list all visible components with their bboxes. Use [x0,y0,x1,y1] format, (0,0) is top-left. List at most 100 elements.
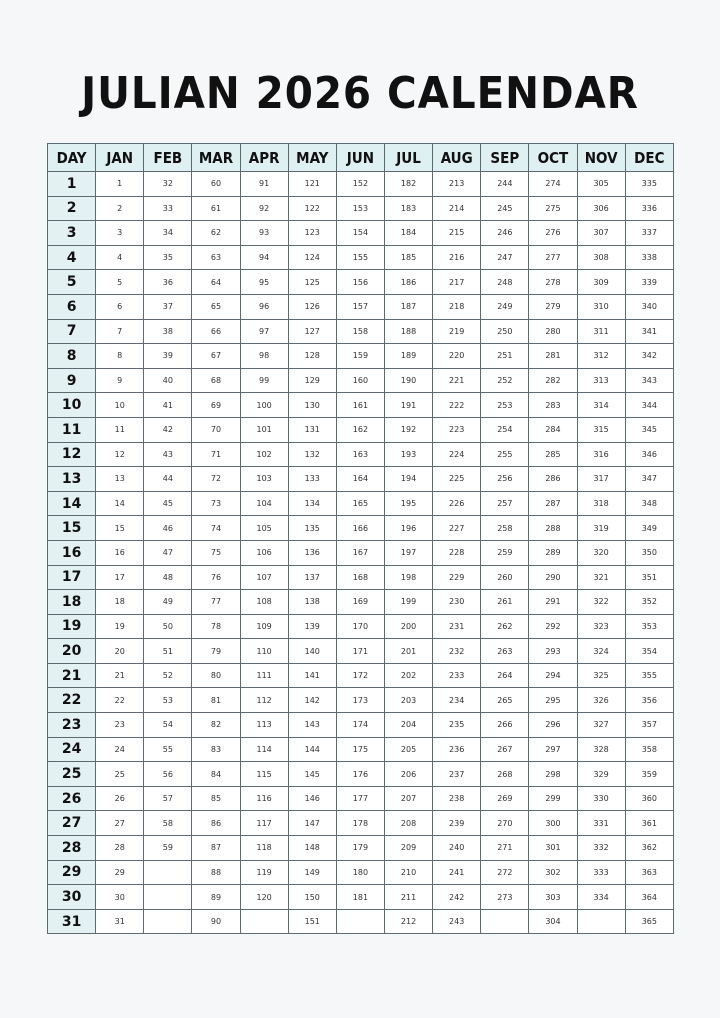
julian-day-cell: 130 [287,392,337,418]
table-row: 12 12 43 71 102 132 163 193 224 255 285 316 346 [46,441,675,468]
julian-day-cell: 142 [287,687,337,714]
julian-day-cell: 273 [480,884,530,910]
table-row: 30 30 89 120 150 181 211 242 273 303 334 364 [46,884,675,910]
julian-day-cell: 248 [480,269,530,295]
julian-day-cell: 202 [383,662,434,689]
julian-day-cell: 79 [191,638,241,664]
julian-day-cell: 106 [239,539,289,566]
julian-day-cell: 122 [287,195,337,222]
julian-day-cell: 72 [191,466,241,492]
julian-day-cell: 52 [143,662,193,689]
julian-day-cell: 73 [191,490,241,517]
julian-day-cell: 319 [576,515,626,541]
julian-day-cell: 98 [239,343,289,369]
julian-day-cell [480,908,530,935]
julian-day-cell: 84 [191,761,241,787]
julian-day-cell: 317 [576,466,626,492]
julian-day-cell: 213 [432,171,482,197]
julian-day-cell: 326 [576,687,626,714]
julian-day-cell: 160 [335,367,385,394]
julian-day-cell: 165 [335,490,385,517]
julian-day-cell: 314 [576,392,626,418]
julian-day-cell: 4 [95,244,145,271]
julian-day-cell: 23 [95,712,145,738]
julian-day-cell: 337 [624,220,675,246]
julian-day-cell [335,908,385,935]
julian-day-cell: 36 [143,269,193,295]
julian-day-cell: 264 [480,662,530,689]
julian-day-cell: 117 [239,810,289,837]
julian-day-cell: 265 [480,687,530,714]
julian-day-cell: 231 [432,613,482,640]
day-number-cell: 26 [46,785,97,812]
julian-day-cell: 272 [480,859,530,886]
table-row: 19 19 50 78 109 139 170 200 231 262 292 323 353 [46,613,675,640]
julian-day-cell: 186 [383,269,434,295]
header-month: MAY [287,143,337,172]
julian-day-cell: 332 [576,835,626,861]
julian-day-cell: 133 [287,466,337,492]
julian-day-cell: 197 [383,539,434,566]
julian-day-cell: 9 [95,367,145,394]
julian-day-cell: 27 [95,810,145,837]
julian-day-cell: 288 [528,515,578,541]
julian-day-cell: 207 [383,785,434,812]
julian-day-cell: 22 [95,687,145,714]
table-row: 28 28 59 87 118 148 179 209 240 271 301 332 362 [46,835,675,861]
table-row: 5 5 36 64 95 125 156 186 217 248 278 309 339 [46,269,675,295]
julian-day-cell: 330 [576,785,626,812]
julian-day-cell: 230 [432,589,482,615]
julian-day-cell: 302 [528,859,578,886]
julian-day-cell: 147 [287,810,337,837]
table-row: 23 23 54 82 113 143 174 204 235 266 296 327 357 [46,712,675,738]
julian-day-cell: 362 [624,835,675,861]
julian-day-cell: 339 [624,269,675,295]
julian-day-cell: 40 [143,367,193,394]
julian-day-cell: 151 [287,908,337,935]
julian-day-cell: 101 [239,416,289,443]
header-month: FEB [143,143,193,172]
julian-day-cell: 139 [287,613,337,640]
page-title: JULIAN 2026 CALENDAR [81,68,639,119]
julian-day-cell: 68 [191,367,241,394]
julian-day-cell [143,859,193,886]
julian-day-cell: 352 [624,589,675,615]
julian-day-cell: 126 [287,293,337,320]
julian-day-cell: 18 [95,589,145,615]
julian-day-cell: 187 [383,293,434,320]
julian-day-cell: 357 [624,712,675,738]
julian-day-cell: 260 [480,564,530,591]
day-number-cell: 17 [46,564,97,591]
julian-day-cell: 254 [480,416,530,443]
julian-calendar-table: DAY JAN FEB MAR APR MAY JUN JUL AUG SEP OCT NOV DEC … [46,143,675,935]
table-row: 1 1 32 60 91 121 152 182 213 244 274 305 335 [46,171,675,197]
julian-day-cell: 361 [624,810,675,837]
day-number-cell: 25 [46,761,97,787]
day-number-cell: 20 [46,638,97,664]
julian-day-cell [143,908,193,935]
julian-day-cell: 8 [95,343,145,369]
julian-day-cell: 44 [143,466,193,492]
table-row: 8 8 39 67 98 128 159 189 220 251 281 312 342 [46,343,675,369]
julian-day-cell: 1 [95,171,145,197]
julian-day-cell: 58 [143,810,193,837]
julian-day-cell: 135 [287,515,337,541]
julian-day-cell: 303 [528,884,578,910]
julian-day-cell: 137 [287,564,337,591]
julian-day-cell: 251 [480,343,530,369]
julian-day-cell: 13 [95,466,145,492]
julian-day-cell: 48 [143,564,193,591]
julian-day-cell: 227 [432,515,482,541]
julian-day-cell: 229 [432,564,482,591]
julian-day-cell: 66 [191,318,241,345]
table-row: 9 9 40 68 99 129 160 190 221 252 282 313 343 [46,367,675,394]
julian-day-cell: 179 [335,835,385,861]
table-row: 7 7 38 66 97 127 158 188 219 250 280 311 341 [46,318,675,345]
julian-day-cell: 97 [239,318,289,345]
julian-day-cell: 42 [143,416,193,443]
julian-day-cell: 125 [287,269,337,295]
julian-day-cell: 199 [383,589,434,615]
julian-day-cell: 24 [95,736,145,763]
table-row: 24 24 55 83 114 144 175 205 236 267 297 328 358 [46,736,675,763]
day-number-cell: 18 [46,589,97,615]
